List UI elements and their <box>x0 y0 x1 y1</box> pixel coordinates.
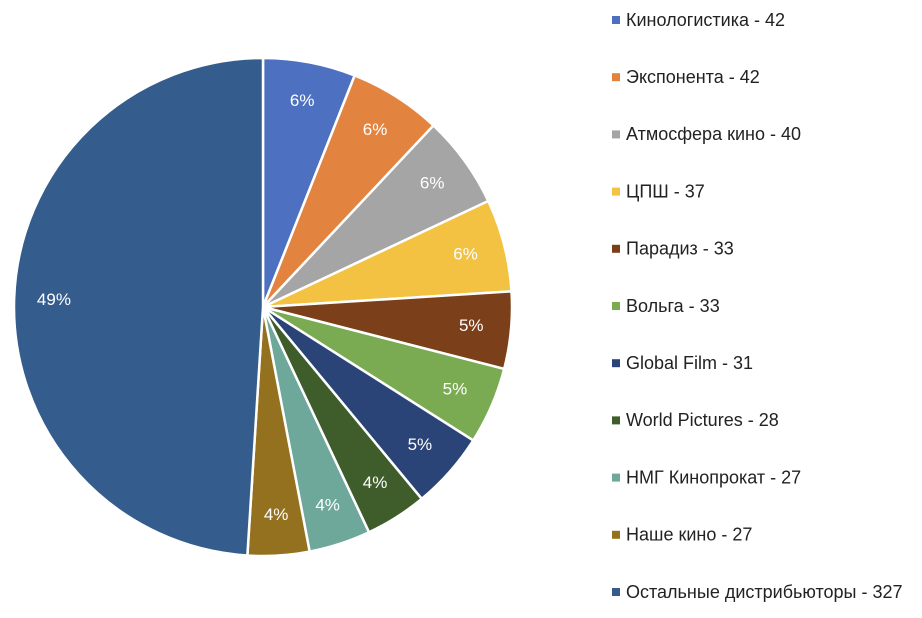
legend-label: НМГ Кинопрокат - 27 <box>626 467 801 487</box>
slice-label: 4% <box>315 495 340 514</box>
legend-label: Атмосфера кино - 40 <box>626 124 801 144</box>
slice-label: 5% <box>408 435 433 454</box>
legend-label: Остальные дистрибьюторы - 327 <box>626 582 903 602</box>
legend-marker <box>612 302 620 310</box>
legend-label: Вольга - 33 <box>626 296 720 316</box>
legend-marker <box>612 473 620 482</box>
legend-marker <box>612 244 620 253</box>
legend-label: Наше кино - 27 <box>626 525 752 545</box>
legend-marker <box>612 73 620 82</box>
slice-label: 4% <box>264 505 289 524</box>
pie-slice <box>12 56 265 557</box>
legend-marker <box>612 359 620 368</box>
legend-label: Global Film - 31 <box>626 353 753 373</box>
slice-label: 4% <box>363 473 388 492</box>
legend-label: World Pictures - 28 <box>626 410 779 430</box>
legend-marker <box>612 416 620 425</box>
legend-label: Экспонента - 42 <box>626 67 760 87</box>
slice-label: 6% <box>420 174 445 193</box>
legend-label: ЦПШ - 37 <box>626 181 705 201</box>
legend-label: Парадиз - 33 <box>626 239 734 259</box>
slice-label: 6% <box>363 120 388 139</box>
legend-label: Кинологистика - 42 <box>626 10 785 30</box>
slice-label: 6% <box>290 91 315 110</box>
legend-marker <box>612 530 620 539</box>
legend-marker <box>612 187 620 196</box>
slice-label: 5% <box>443 380 468 399</box>
slice-label: 6% <box>453 244 478 263</box>
slice-label: 49% <box>37 290 71 309</box>
legend-marker <box>612 130 620 139</box>
legend-marker <box>612 16 620 24</box>
legend-marker <box>612 588 620 596</box>
slice-label: 5% <box>459 316 484 335</box>
